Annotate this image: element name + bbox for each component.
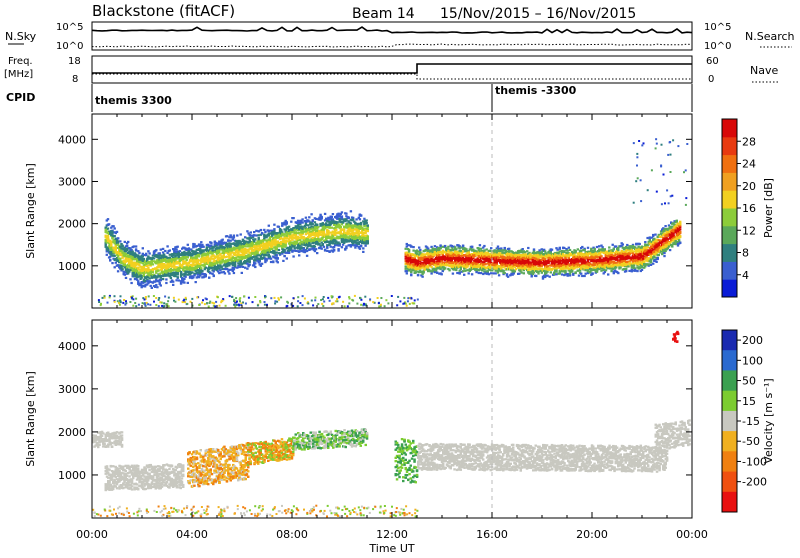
noise-left-tick-top: 10^5 <box>56 22 83 33</box>
colorbar-swatch <box>722 370 737 391</box>
colorbar-swatch <box>722 451 737 472</box>
colorbar-tick-label: 15 <box>742 395 756 408</box>
cpid-segment-1: themis 3300 <box>95 94 172 107</box>
power-panel: Slant Range [km] 1000 2000 3000 4000 <box>24 114 692 308</box>
colorbar-swatch <box>722 261 737 279</box>
noise-left-tick-bottom: 10^0 <box>56 41 83 52</box>
y-tick-label: 1000 <box>58 469 86 482</box>
noise-search-line <box>92 44 692 47</box>
x-tick-label: 00:00 <box>76 528 108 541</box>
colorbar-swatch <box>722 472 737 493</box>
colorbar-tick-label: 28 <box>742 135 756 148</box>
y-tick-label: 3000 <box>58 383 86 396</box>
y-tick-label: 4000 <box>58 340 86 353</box>
cpid-panel: CPID themis 3300 themis -3300 <box>6 84 692 112</box>
colorbar-swatch <box>722 226 737 244</box>
colorbar-tick-label: -200 <box>742 476 767 489</box>
colorbar-swatch <box>722 208 737 226</box>
velocity-colorbar-title: Velocity [m s⁻¹] <box>762 378 775 463</box>
colorbar-tick-label: 200 <box>742 334 763 347</box>
colorbar-swatch <box>722 137 737 155</box>
colorbar-tick-label: 20 <box>742 180 756 193</box>
x-tick-label: 00:00 <box>676 528 708 541</box>
freq-left-tick-top: 18 <box>68 56 81 67</box>
colorbar-swatch <box>722 190 737 208</box>
power-colorbar-title: Power [dB] <box>762 178 775 238</box>
noise-left-label: N.Sky <box>5 30 37 43</box>
freq-left-tick-bottom: 8 <box>72 74 78 85</box>
x-tick-label: 12:00 <box>376 528 408 541</box>
colorbar-swatch <box>722 391 737 412</box>
freq-left-label-1: Freq. <box>8 56 33 67</box>
y-tick-label: 2000 <box>58 426 86 439</box>
date-range: 15/Nov/2015 – 16/Nov/2015 <box>440 6 636 22</box>
x-tick-label: 16:00 <box>476 528 508 541</box>
colorbar-swatch <box>722 350 737 371</box>
colorbar-swatch <box>722 492 737 513</box>
colorbar-tick-label: -50 <box>742 435 760 448</box>
frequency-panel: Freq. [MHz] 18 8 60 0 Nave <box>4 56 780 85</box>
colorbar-tick-label: -100 <box>742 455 767 468</box>
colorbar-tick-label: 16 <box>742 202 756 215</box>
beam-label: Beam 14 <box>352 6 415 22</box>
y-tick-label: 4000 <box>58 133 86 146</box>
colorbar-swatch <box>722 279 737 297</box>
y-tick-label: 3000 <box>58 175 86 188</box>
colorbar-tick-label: 4 <box>742 269 749 282</box>
velocity-panel: Slant Range [km] 1000 2000 3000 4000 <box>24 320 692 518</box>
colorbar-swatch <box>722 172 737 190</box>
frequency-line <box>92 64 692 73</box>
noise-right-tick-bottom: 10^0 <box>704 41 731 52</box>
cpid-label: CPID <box>6 91 35 104</box>
colorbar-swatch <box>722 244 737 262</box>
freq-right-label: Nave <box>750 64 778 77</box>
colorbar-tick-label: 100 <box>742 354 763 367</box>
velocity-ylabel: Slant Range [km] <box>24 371 37 467</box>
colorbar-tick-label: 8 <box>742 247 749 260</box>
colorbar-swatch <box>722 411 737 432</box>
noise-sky-line <box>92 27 692 33</box>
colorbar-swatch <box>722 155 737 173</box>
colorbar-tick-label: 12 <box>742 224 756 237</box>
freq-right-tick-bottom: 0 <box>708 74 714 85</box>
y-tick-label: 1000 <box>58 260 86 273</box>
power-colorbar: Power [dB] 4 8 12 16 20 24 28 <box>722 119 775 298</box>
x-tick-label: 08:00 <box>276 528 308 541</box>
power-ylabel: Slant Range [km] <box>24 163 37 259</box>
freq-left-label-2: [MHz] <box>4 69 33 80</box>
noise-right-label: N.Search <box>745 30 795 43</box>
y-tick-label: 2000 <box>58 218 86 231</box>
x-tick-label: 20:00 <box>576 528 608 541</box>
nave-line <box>92 74 692 79</box>
colorbar-tick-label: 24 <box>742 158 756 171</box>
x-axis-title: Time UT <box>368 542 414 554</box>
x-axis-labels: 00:00 04:00 08:00 12:00 16:00 20:00 00:00 <box>76 528 708 541</box>
colorbar-swatch <box>722 431 737 452</box>
station-title: Blackstone (fitACF) <box>92 2 235 20</box>
noise-right-tick-top: 10^5 <box>704 22 731 33</box>
freq-right-tick-top: 60 <box>706 56 719 67</box>
x-tick-label: 04:00 <box>176 528 208 541</box>
velocity-colorbar: Velocity [m s⁻¹] 200 100 50 15 -15 -50 -100 -20… <box>722 330 775 513</box>
colorbar-swatch <box>722 330 737 351</box>
noise-panel: N.Sky 10^5 10^0 10^5 10^0 N.Search <box>5 22 795 52</box>
colorbar-swatch <box>722 119 737 137</box>
colorbar-tick-label: -15 <box>742 415 760 428</box>
cpid-segment-2: themis -3300 <box>495 84 577 97</box>
colorbar-tick-label: 50 <box>742 375 756 388</box>
